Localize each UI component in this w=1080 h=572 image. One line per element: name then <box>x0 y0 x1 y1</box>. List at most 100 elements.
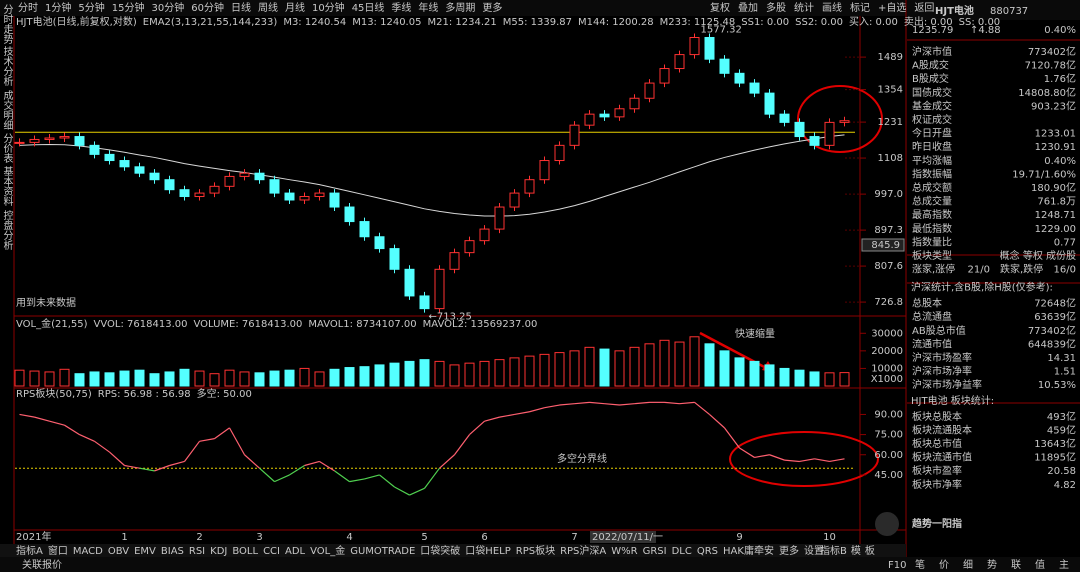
toolbar-button[interactable]: 统计 <box>794 1 814 14</box>
volume-bar <box>674 341 685 387</box>
indicator-tab[interactable]: RPS板块 <box>516 544 555 557</box>
toolbar-button[interactable]: 15分钟 <box>112 1 145 14</box>
side-tab[interactable]: 分价表 <box>1 133 13 164</box>
panel-tab[interactable]: 笔 <box>915 558 925 571</box>
indicator-tab[interactable]: DLC <box>672 546 692 557</box>
candle-body <box>509 192 520 208</box>
side-tab[interactable]: 技术分析 <box>1 45 13 87</box>
indicator-tab[interactable]: GUMOTRADE <box>350 546 415 557</box>
toolbar-button[interactable]: 多周期 <box>445 1 475 14</box>
toolbar-button[interactable]: 季线 <box>391 1 411 14</box>
toolbar-button[interactable]: 分时 <box>18 2 38 14</box>
row-value: 0.77 <box>1054 237 1076 248</box>
row-label: 板块市盈率 <box>912 464 962 477</box>
moving-average <box>19 134 845 217</box>
toolbar-button[interactable]: 日线 <box>231 1 251 14</box>
volume-bar <box>644 343 655 387</box>
row-value: 903.23亿 <box>1031 99 1076 112</box>
price-header: SS1: 0.00 <box>741 17 789 28</box>
toolbar-button[interactable]: 画线 <box>822 1 842 14</box>
candle-body <box>419 295 430 310</box>
indicator-tab[interactable]: 设置 <box>804 545 824 557</box>
panel-tab[interactable]: 势 <box>987 558 997 571</box>
indicator-tab[interactable]: BOLL <box>232 546 258 557</box>
rps-line <box>409 487 425 496</box>
indicator-tab[interactable]: GRSI <box>643 546 667 557</box>
toolbar-button[interactable]: 月线 <box>285 1 305 14</box>
panel-tab[interactable]: 细 <box>963 558 973 571</box>
toolbar-button[interactable]: 5分钟 <box>78 1 104 14</box>
panel-tab[interactable]: 联 <box>1011 559 1021 571</box>
toolbar-button[interactable]: 标记 <box>850 2 870 14</box>
volume-bar <box>329 368 340 387</box>
indicator-tab[interactable]: OBV <box>108 546 129 557</box>
panel-tab[interactable]: 主 <box>1059 559 1069 571</box>
indicator-tab[interactable]: KDJ <box>210 546 227 557</box>
row-value: 459亿 <box>1047 423 1076 436</box>
indicator-tab[interactable]: ADL <box>285 546 306 557</box>
side-tab[interactable]: 基本资料 <box>1 165 13 207</box>
candle-body <box>479 228 490 242</box>
toolbar-button[interactable]: 45日线 <box>352 1 385 14</box>
toolbar-button[interactable]: 1分钟 <box>45 1 71 14</box>
indicator-tab[interactable]: 指标B <box>820 544 847 557</box>
row-value: 20.58 <box>1047 466 1076 477</box>
toolbar-button[interactable]: 多股 <box>766 1 786 14</box>
volume-bar <box>779 367 790 387</box>
candle-body <box>359 221 370 238</box>
row-label: 总成交额 <box>912 181 952 194</box>
row-value: 761.8万 <box>1037 197 1076 208</box>
volume-header: MAVOL2: 13569237.00 <box>423 319 538 330</box>
candle-body <box>389 248 400 270</box>
toolbar-button[interactable]: 复权 <box>710 1 730 14</box>
row-value: 14.31 <box>1047 353 1076 364</box>
toolbar-button[interactable]: 60分钟 <box>191 1 224 14</box>
indicator-tab[interactable]: RPS沪深A <box>560 544 606 557</box>
toolbar-button[interactable]: 30分钟 <box>151 1 184 14</box>
rps-line <box>484 416 500 422</box>
indicator-tab[interactable]: 指标A <box>16 544 43 557</box>
indicator-tab[interactable]: 口袋突破 <box>420 544 460 557</box>
toolbar-button[interactable]: +自选 <box>878 1 906 14</box>
indicator-tab[interactable]: W%R <box>611 546 637 557</box>
panel-tab[interactable]: 价 <box>939 559 949 571</box>
volume-header: VOL_金(21,55) <box>16 317 88 330</box>
toolbar-button[interactable]: 叠加 <box>738 2 758 14</box>
indicator-tab[interactable]: MACD <box>73 546 103 557</box>
indicator-tab[interactable]: 板 <box>865 544 875 557</box>
indicator-tab[interactable]: BIAS <box>161 546 184 557</box>
toolbar-button[interactable]: 周线 <box>258 1 278 14</box>
toolbar-button[interactable]: 年线 <box>418 1 438 14</box>
toolbar-button[interactable]: 更多 <box>482 1 502 14</box>
price-header: M21: 1234.21 <box>427 17 496 28</box>
panel-tab[interactable]: 值 <box>1035 558 1045 571</box>
volume-bar <box>479 360 490 387</box>
indicator-tab[interactable]: RSI <box>189 546 205 557</box>
candle-body <box>119 160 130 168</box>
indicator-tab[interactable]: VOL_金 <box>310 544 345 557</box>
side-tab[interactable]: 控盘分析 <box>1 209 13 251</box>
indicator-tab[interactable]: CCI <box>263 546 280 557</box>
indicator-tab[interactable]: EMV <box>134 546 156 557</box>
candle-body <box>584 113 595 126</box>
side-tab[interactable]: 分时走势 <box>1 4 13 45</box>
indicator-tab[interactable]: 更多 <box>779 544 799 557</box>
volume-bar <box>719 350 730 387</box>
indicator-tab[interactable]: QRS <box>697 546 718 557</box>
volume-bar <box>194 370 205 387</box>
side-tab[interactable]: 成交明细 <box>1 90 13 130</box>
indicator-tab[interactable]: 口袋HELP <box>465 544 510 557</box>
candle-body <box>719 58 730 74</box>
indicator-tab[interactable]: 窗口 <box>48 544 68 557</box>
toolbar-button[interactable]: 10分钟 <box>312 1 345 14</box>
volume-bar <box>494 359 505 387</box>
indicator-tab[interactable]: 模 <box>851 545 861 557</box>
toolbar-button[interactable]: 返回 <box>914 2 934 14</box>
candle-body <box>599 113 610 118</box>
indicator-tab[interactable]: HAK庸牵安 <box>723 544 774 557</box>
volume-bar <box>764 364 775 387</box>
row-label: 昨日收盘 <box>912 140 952 153</box>
candle-body <box>209 185 220 194</box>
